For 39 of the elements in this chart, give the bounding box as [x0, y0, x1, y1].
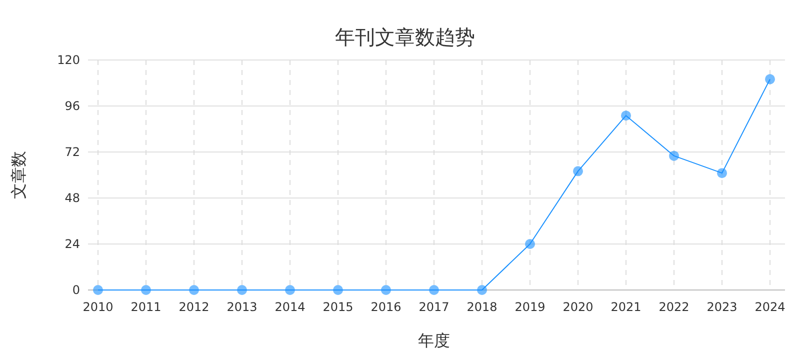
point — [333, 285, 343, 295]
x-tick-label: 2021 — [610, 300, 642, 314]
point — [765, 74, 775, 84]
y-tick-label: 48 — [64, 191, 80, 206]
x-tick-label: 2019 — [514, 300, 546, 314]
chart-title: 年刊文章数趋势 — [335, 25, 475, 49]
y-tick-label: 0 — [72, 283, 80, 298]
point — [621, 110, 631, 121]
x-tick-label: 2020 — [562, 300, 594, 314]
x-axis-title: 年度 — [418, 331, 450, 350]
x-tick-label: 2015 — [322, 300, 354, 314]
point — [141, 285, 151, 295]
point — [573, 166, 583, 176]
x-tick-label: 2024 — [754, 300, 786, 314]
x-tick-label: 2010 — [82, 300, 114, 314]
y-tick-label: 120 — [57, 53, 80, 68]
y-tick-label: 72 — [64, 145, 80, 160]
y-tick-label: 24 — [64, 237, 80, 252]
x-tick-label: 2012 — [178, 300, 210, 314]
point — [93, 285, 103, 295]
point — [189, 285, 199, 295]
point — [381, 285, 391, 295]
y-axis-title: 文章数 — [9, 151, 28, 199]
point — [717, 168, 727, 178]
x-tick-label: 2016 — [370, 300, 402, 314]
point — [285, 285, 295, 295]
x-tick-label: 2022 — [658, 300, 690, 314]
point — [669, 150, 679, 161]
x-tick-label: 2013 — [226, 300, 258, 314]
y-tick-label: 96 — [64, 99, 80, 114]
x-tick-label: 2018 — [466, 300, 498, 314]
point — [525, 239, 535, 249]
x-tick-label: 2014 — [274, 300, 306, 314]
point — [429, 285, 439, 295]
x-tick-label: 2011 — [130, 300, 162, 314]
point — [237, 285, 247, 295]
x-tick-label: 2023 — [706, 300, 738, 314]
x-tick-label: 2017 — [418, 300, 450, 314]
point — [477, 285, 487, 295]
